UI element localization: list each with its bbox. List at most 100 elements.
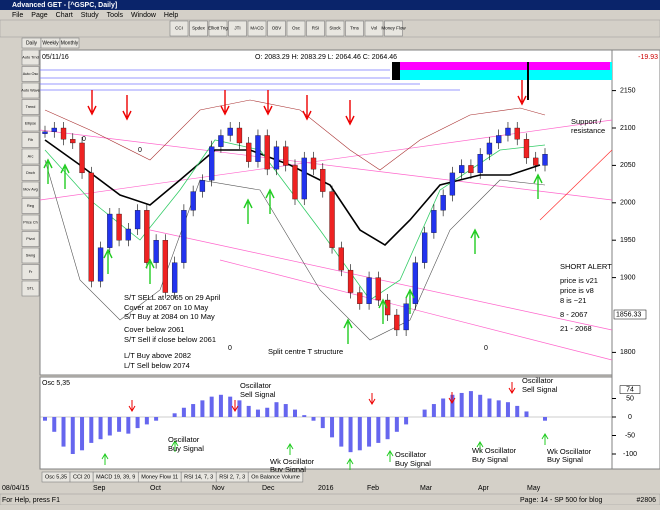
osc-bar <box>524 411 529 417</box>
side-tool[interactable] <box>21 247 40 264</box>
period-tab-label[interactable]: Monthly <box>61 40 79 46</box>
study-tab-label[interactable]: CCI 20 <box>73 474 90 480</box>
side-tool-label[interactable]: STL <box>27 287 34 291</box>
osc-bar <box>293 409 297 417</box>
toolbar-label[interactable]: Elliott Trig <box>208 26 228 31</box>
osc-sell-arrow <box>368 393 376 405</box>
osc-sell-arrow <box>508 382 516 394</box>
osc-buy-arrow <box>476 441 484 453</box>
side-tool[interactable] <box>21 231 40 247</box>
side-tool-label[interactable]: Reg <box>27 204 34 208</box>
signal-arrow <box>60 163 70 189</box>
side-tool[interactable] <box>21 280 40 297</box>
toolbar-button[interactable] <box>286 20 306 37</box>
toolbar-button[interactable] <box>384 20 403 37</box>
toolbar-label[interactable]: MACD <box>250 26 264 31</box>
osc-bar <box>357 417 362 451</box>
toolbar-button[interactable] <box>228 20 247 37</box>
price-bar <box>255 135 261 162</box>
toolbar-label[interactable]: Stock <box>329 26 341 31</box>
change: -19.93 <box>638 54 658 61</box>
side-tool-label[interactable]: Auto Wave <box>21 89 39 93</box>
osc-bar <box>543 417 547 421</box>
chart-date: 05/11/16 <box>42 54 69 61</box>
menu-item[interactable]: Page <box>31 12 47 19</box>
side-tool[interactable] <box>21 264 40 280</box>
menu-item[interactable]: Tools <box>107 12 124 19</box>
toolbar-label[interactable]: JTI <box>234 26 240 31</box>
toolbar-label[interactable]: RSI <box>312 26 320 31</box>
toolbar-label[interactable]: Trns <box>350 26 360 31</box>
study-tab-label[interactable]: On Balance Volume <box>251 474 300 480</box>
menu-item[interactable]: Window <box>131 12 157 19</box>
osc-buy-arrow <box>386 450 394 462</box>
menu-item[interactable]: Study <box>81 12 99 19</box>
price-bar <box>431 210 437 233</box>
period-tab-label[interactable]: Daily <box>26 40 38 46</box>
toolbar-label[interactable]: Money Flow <box>381 26 406 31</box>
toolbar-button[interactable] <box>267 20 286 37</box>
annotation: SHORT ALERT <box>560 262 612 271</box>
side-tool[interactable] <box>21 165 40 181</box>
toolbar-button[interactable] <box>247 20 267 37</box>
y-tick-label: 2100 <box>620 125 636 132</box>
study-tab-label[interactable]: Money Flow 11 <box>141 474 178 480</box>
side-tool-label[interactable]: Arc <box>28 155 34 159</box>
side-tool[interactable] <box>21 49 40 66</box>
toolbar-button[interactable] <box>345 20 364 37</box>
toolbar-label[interactable]: Spdex <box>192 26 206 31</box>
side-tool-label[interactable]: Swng <box>26 254 36 258</box>
toolbar-button[interactable] <box>169 20 189 37</box>
side-tool[interactable] <box>21 132 40 148</box>
price-bar <box>384 299 391 316</box>
price-bar <box>505 127 511 136</box>
side-tool-label[interactable]: Pivot <box>26 237 35 241</box>
toolbar-button[interactable] <box>325 20 345 37</box>
period-tab-label[interactable]: Weekly <box>42 40 59 46</box>
toolbar-button[interactable] <box>208 20 228 37</box>
toolbar-button[interactable] <box>364 20 384 37</box>
osc-bar <box>348 417 353 453</box>
menu-item[interactable]: Chart <box>56 12 73 19</box>
menu-item[interactable]: File <box>12 12 23 19</box>
osc-label: Osc 5,35 <box>42 380 70 387</box>
menu-item[interactable]: Help <box>164 12 179 19</box>
price-bar <box>347 269 354 293</box>
osc-annotation: Oscillator <box>168 435 200 444</box>
side-tool[interactable] <box>21 99 40 115</box>
toolbar-label[interactable]: CCI <box>175 26 183 31</box>
side-tool-label[interactable]: Mov Avg <box>23 188 38 192</box>
toolbar-label[interactable]: OBV <box>272 26 282 31</box>
y-tick-label: 2050 <box>620 162 636 169</box>
period-tab[interactable] <box>59 37 80 49</box>
osc-bar <box>246 405 251 417</box>
toolbar-label[interactable]: Vol <box>371 26 377 31</box>
side-tool[interactable] <box>21 198 40 214</box>
side-tool-label[interactable]: Fr <box>29 270 33 274</box>
side-tool-label[interactable]: Fib <box>28 138 33 142</box>
side-tool-label[interactable]: Dnch <box>26 171 35 175</box>
side-tool-label[interactable]: Ellipse <box>25 122 36 126</box>
side-tool[interactable] <box>21 214 40 231</box>
toolbar-button[interactable] <box>306 20 325 37</box>
side-tool[interactable] <box>21 148 40 165</box>
study-tab-label[interactable]: MACD 19, 39, 9 <box>96 474 135 480</box>
toolbar-button[interactable] <box>189 20 208 37</box>
oscillator-panel <box>39 376 613 470</box>
price-bar <box>51 127 57 132</box>
side-tool-label[interactable]: Auto Trnd <box>22 56 38 60</box>
study-tab-label[interactable]: RSI 2, 7, 3 <box>219 474 245 480</box>
side-tool-label[interactable]: Auto Osc <box>23 72 39 76</box>
study-tab[interactable] <box>247 471 304 483</box>
signal-arrow <box>263 90 273 116</box>
osc-bar <box>422 409 427 417</box>
toolbar-label[interactable]: Osc <box>292 26 301 31</box>
side-tool-label[interactable]: Trend <box>26 105 36 109</box>
side-tool[interactable] <box>21 181 40 198</box>
study-tab-label[interactable]: Osc 5,35 <box>45 474 67 480</box>
side-tool[interactable] <box>21 66 40 82</box>
side-tool-label[interactable]: Price Ch <box>23 221 38 225</box>
side-tool[interactable] <box>21 115 40 132</box>
side-tool[interactable] <box>21 82 40 99</box>
study-tab-label[interactable]: RSI 14, 7, 3 <box>184 474 213 480</box>
